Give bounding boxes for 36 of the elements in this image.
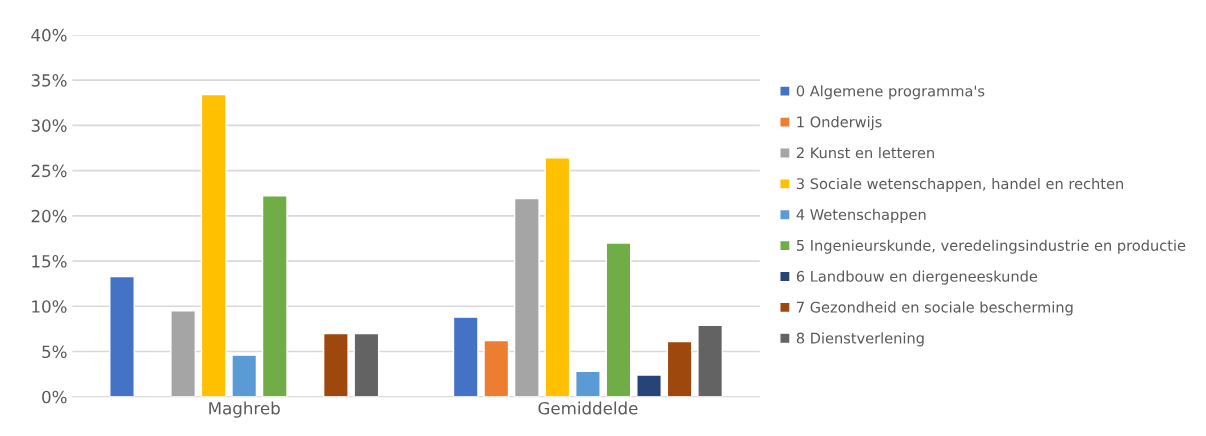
legend-label: 0 Algemene programma's xyxy=(796,85,985,100)
bar xyxy=(353,332,380,397)
bar xyxy=(636,374,662,397)
bar xyxy=(575,370,601,397)
bar xyxy=(322,332,349,397)
x-tick-label: Maghreb xyxy=(209,401,280,418)
bar xyxy=(170,310,197,397)
legend-label: 6 Landbouw en diergeneeskunde xyxy=(796,270,1038,285)
legend-label: 3 Sociale wetenschappen, handel en rechten xyxy=(796,177,1123,192)
bar xyxy=(483,339,510,397)
y-tick-label: 5% xyxy=(42,345,67,359)
bar xyxy=(261,195,288,397)
bar xyxy=(231,354,258,397)
legend-label: 8 Dienstverlening xyxy=(796,332,924,347)
bar xyxy=(605,242,632,397)
bar xyxy=(513,197,540,397)
legend-label: 5 Ingenieurskunde, veredelingsindustrie en productie xyxy=(796,239,1186,254)
bar xyxy=(666,340,693,397)
legend-label: 1 Onderwijs xyxy=(797,116,882,131)
y-tick-label: 20% xyxy=(31,209,67,223)
legend-label: 2 Kunst en letteren xyxy=(796,146,934,159)
y-tick-label: 40% xyxy=(31,28,67,42)
y-tick-label: 25% xyxy=(31,164,67,178)
bar xyxy=(109,275,135,397)
bar xyxy=(200,93,227,397)
bar xyxy=(544,157,571,397)
y-tick-label: 35% xyxy=(31,74,67,87)
y-tick-label: 10% xyxy=(32,300,67,313)
y-tick-label: 15% xyxy=(32,255,67,268)
y-tick-label: 30% xyxy=(31,119,67,132)
y-tick-label: 0% xyxy=(42,390,67,404)
x-tick-label: Gemiddelde xyxy=(538,401,638,415)
legend-label: 4 Wetenschappen xyxy=(796,208,926,223)
legend-label: 7 Gezondheid en sociale bescherming xyxy=(797,301,1073,316)
bar xyxy=(452,316,479,397)
bar xyxy=(697,324,724,397)
